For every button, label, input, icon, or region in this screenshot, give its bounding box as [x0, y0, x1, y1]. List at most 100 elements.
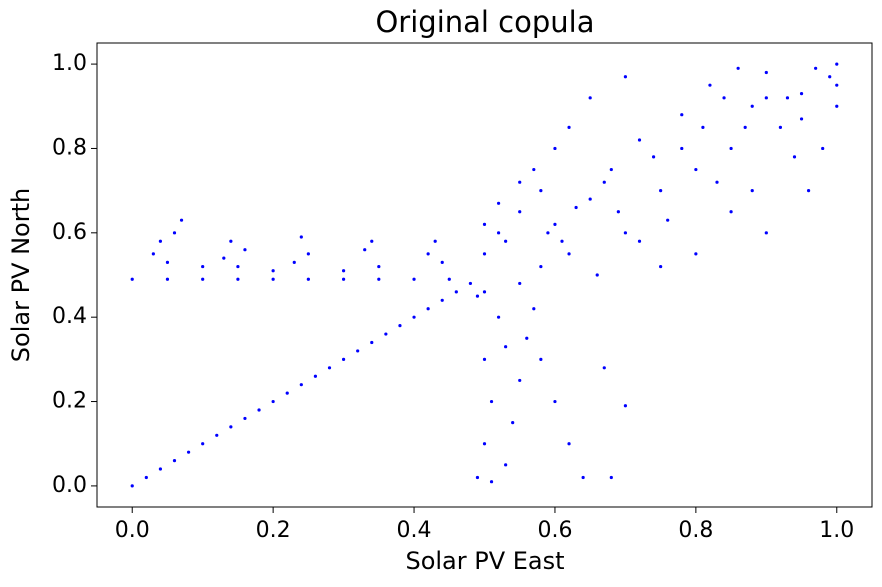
point — [694, 167, 698, 172]
point — [271, 399, 275, 404]
point — [609, 167, 613, 172]
point — [729, 146, 733, 151]
point — [327, 366, 332, 370]
point — [736, 66, 740, 70]
point — [496, 315, 501, 319]
point — [201, 442, 205, 446]
point — [201, 264, 205, 269]
point — [609, 475, 613, 480]
x-tick-label: 0.0 — [115, 518, 150, 543]
point — [821, 146, 825, 151]
point — [623, 404, 628, 408]
point — [729, 210, 733, 214]
point — [179, 218, 184, 222]
y-tick-label: 0.8 — [52, 135, 87, 160]
point — [306, 252, 310, 256]
point — [482, 222, 487, 226]
point — [363, 248, 367, 252]
x-tick-label: 0.8 — [678, 518, 713, 543]
point — [243, 248, 247, 252]
point — [659, 189, 663, 193]
point — [201, 277, 205, 281]
point — [229, 425, 233, 429]
point — [482, 442, 487, 446]
point — [285, 391, 289, 395]
point — [482, 252, 487, 256]
point — [158, 239, 163, 243]
point — [454, 290, 458, 294]
x-tick-label: 0.2 — [256, 518, 291, 543]
point — [504, 463, 508, 467]
point — [504, 345, 508, 349]
point — [799, 92, 804, 96]
point — [560, 239, 564, 243]
point — [447, 277, 451, 281]
point — [313, 374, 318, 378]
y-tick-label: 0.0 — [52, 473, 87, 498]
point — [384, 332, 388, 336]
point — [602, 180, 606, 184]
x-axis-label: Solar PV East — [405, 547, 564, 575]
y-axis-label: Solar PV North — [7, 188, 35, 362]
point — [616, 210, 620, 214]
y-tick-label: 0.2 — [52, 389, 87, 414]
point — [257, 408, 261, 412]
point — [440, 260, 444, 264]
point — [222, 256, 226, 260]
point — [475, 294, 480, 298]
y-tick-label: 0.4 — [52, 304, 87, 329]
point — [433, 239, 437, 243]
point — [370, 340, 374, 345]
point — [482, 290, 487, 294]
point — [482, 357, 487, 361]
point — [130, 277, 134, 281]
point — [475, 475, 480, 480]
point — [532, 167, 536, 172]
point — [637, 138, 642, 142]
point — [229, 239, 233, 243]
point — [835, 83, 839, 87]
point — [412, 277, 416, 281]
point — [299, 383, 303, 387]
point — [764, 231, 768, 235]
point — [292, 260, 296, 264]
point — [525, 336, 529, 340]
point — [623, 231, 628, 235]
point — [306, 277, 310, 281]
point — [341, 357, 346, 361]
point — [553, 222, 557, 226]
point — [377, 264, 381, 269]
point — [243, 416, 247, 421]
point — [518, 378, 522, 383]
point — [743, 125, 747, 129]
x-tick-label: 1.0 — [819, 518, 854, 543]
point — [370, 239, 374, 243]
point — [595, 273, 599, 277]
point — [588, 96, 592, 100]
point — [553, 399, 557, 404]
point — [651, 155, 656, 159]
point — [165, 260, 170, 264]
point — [708, 83, 712, 87]
point — [623, 75, 628, 79]
y-tick-label: 1.0 — [52, 51, 87, 76]
plot-frame — [96, 42, 873, 508]
point — [792, 155, 797, 159]
point — [341, 277, 346, 281]
point — [835, 104, 839, 108]
point — [518, 180, 522, 184]
point — [398, 324, 402, 328]
point — [785, 96, 790, 100]
point — [489, 399, 494, 404]
point — [468, 281, 473, 286]
point — [715, 180, 719, 184]
point — [511, 421, 515, 425]
point — [532, 307, 536, 311]
chart-title: Original copula — [375, 5, 594, 39]
point — [496, 231, 501, 235]
point — [186, 450, 191, 454]
point — [341, 269, 346, 273]
point — [750, 104, 754, 108]
point — [546, 231, 550, 235]
